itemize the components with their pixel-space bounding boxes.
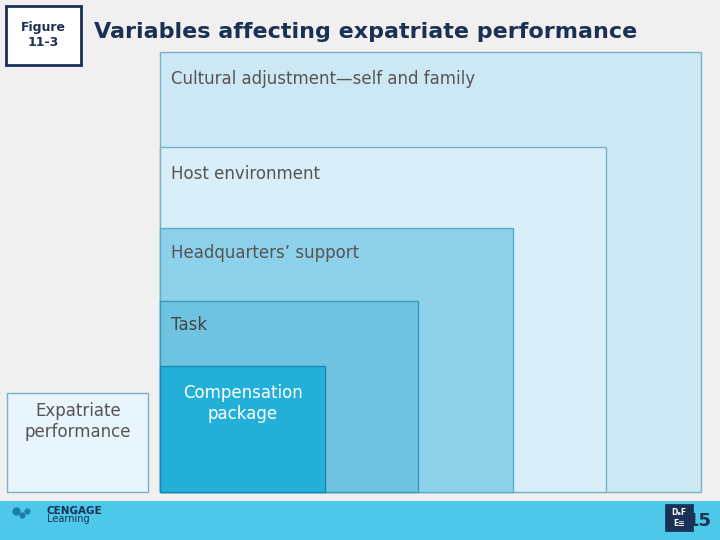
Bar	[160, 228, 513, 492]
Bar	[6, 6, 81, 65]
Text: Host environment: Host environment	[171, 165, 320, 183]
Text: Figure
11-3: Figure 11-3	[21, 21, 66, 49]
Bar	[665, 504, 693, 531]
Text: DₐF
E≡: DₐF E≡	[671, 508, 687, 528]
Text: Learning: Learning	[47, 515, 89, 524]
Text: CENGAGE: CENGAGE	[47, 506, 102, 516]
Bar	[0, 501, 720, 540]
Bar	[7, 393, 148, 492]
Text: Headquarters’ support: Headquarters’ support	[171, 244, 359, 262]
Bar	[160, 52, 701, 492]
Text: Cultural adjustment—self and family: Cultural adjustment—self and family	[171, 70, 474, 88]
Bar	[160, 301, 418, 492]
Text: 15: 15	[688, 511, 712, 530]
Text: Compensation
package: Compensation package	[183, 384, 302, 423]
Text: Expatriate
performance: Expatriate performance	[24, 402, 131, 441]
Bar	[160, 147, 606, 492]
Bar	[160, 366, 325, 492]
Text: Task: Task	[171, 316, 207, 334]
Text: Variables affecting expatriate performance: Variables affecting expatriate performan…	[94, 22, 637, 43]
